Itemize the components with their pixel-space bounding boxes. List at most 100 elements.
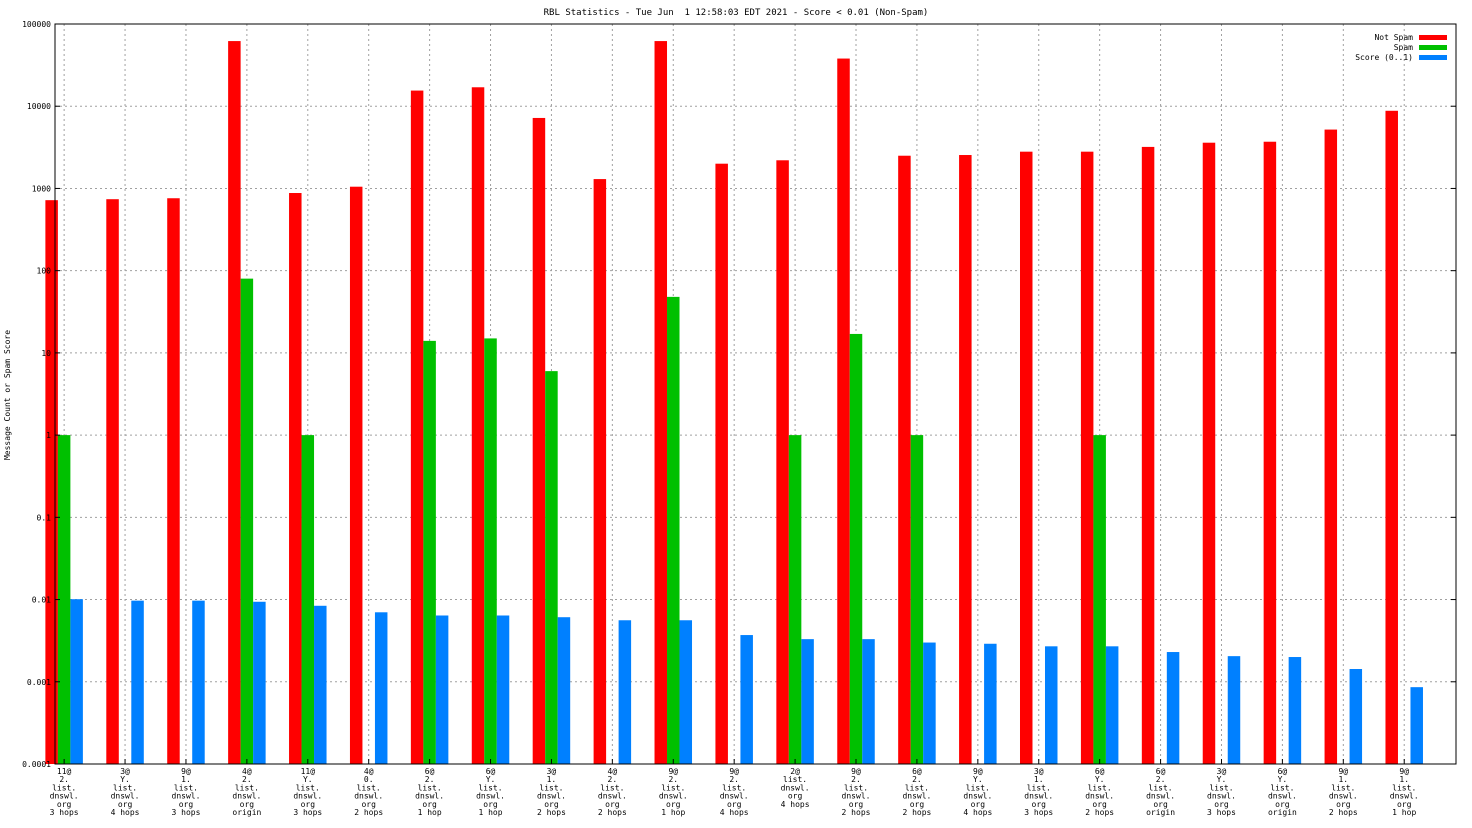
x-category-label: 9@ 2. list. dnswl. org 1 hop — [659, 767, 688, 817]
x-category-label-line: org — [1153, 800, 1168, 809]
x-category-label: 3@ 1. list. dnswl. org 2 hops — [537, 767, 566, 817]
x-category-label-line: dnswl. — [902, 792, 931, 801]
y-tick-label: 0.01 — [32, 596, 51, 605]
x-category-label: 9@ 2. list. dnswl. org 2 hops — [842, 767, 871, 817]
x-category-label-line: 1 hop — [418, 808, 442, 817]
x-category-label-line: 3@ — [1034, 767, 1044, 776]
bar-score-0-1 — [70, 599, 83, 764]
x-category-label-line: 3 hops — [1024, 808, 1053, 817]
x-category-label: 9@ 1. list. dnswl. org 3 hops — [172, 767, 201, 817]
x-category-label-line: 11@ — [301, 767, 316, 776]
x-category-label-line: org — [1032, 800, 1047, 809]
bar-score-0-1 — [496, 615, 510, 764]
bar-not-spam — [1263, 141, 1277, 764]
x-category-label-line: 2 hops — [598, 808, 627, 817]
x-category-label-line: Y. — [486, 775, 496, 784]
bar-not-spam — [1385, 110, 1398, 764]
bar-spam — [788, 435, 802, 764]
x-category-label-line: 3@ — [120, 767, 130, 776]
bar-score-0-1 — [557, 617, 571, 764]
bars — [45, 41, 1423, 765]
x-category-label-line: 2 hops — [902, 808, 931, 817]
bar-spam — [545, 371, 558, 764]
x-category-label: 9@ 2. list. dnswl. org 4 hops — [720, 767, 749, 817]
x-category-label-line: list. — [1209, 783, 1233, 792]
x-category-label-line: list. — [1027, 783, 1051, 792]
x-category-label-line: origin — [1268, 808, 1297, 817]
x-category-label: 3@ Y. list. dnswl. org 4 hops — [111, 767, 140, 817]
legend-swatch — [1419, 45, 1447, 50]
y-tick-label: 0.001 — [27, 678, 51, 687]
x-category-label-line: Y. — [1217, 775, 1227, 784]
x-category-label-line: Y. — [303, 775, 313, 784]
x-category-label-line: list. — [539, 783, 563, 792]
x-category-label-line: 0. — [364, 775, 374, 784]
x-category-label: 4@ 2. list. dnswl. org 2 hops — [598, 767, 627, 817]
bar-not-spam — [1141, 146, 1155, 764]
x-category-label-line: 9@ — [668, 767, 678, 776]
x-category-label-line: dnswl. — [354, 792, 383, 801]
x-category-label-line: 2. — [59, 775, 69, 784]
bar-score-0-1 — [374, 612, 388, 764]
bar-score-0-1 — [1288, 657, 1302, 764]
bar-not-spam — [1019, 151, 1033, 765]
x-category-label-line: 4 hops — [720, 808, 749, 817]
y-tick-label: 10000 — [27, 102, 51, 111]
x-category-label-line: 1. — [1338, 775, 1348, 784]
x-category-label-line: 1. — [547, 775, 557, 784]
x-category-label: 9@ 1. list. dnswl. org 2 hops — [1329, 767, 1358, 817]
x-category-label-line: 1. — [181, 775, 191, 784]
x-category-label-line: list. — [1392, 783, 1416, 792]
y-tick-label: 100 — [37, 267, 52, 276]
x-category-label-line: 11@ — [57, 767, 72, 776]
bar-score-0-1 — [253, 601, 266, 764]
x-category-label-line: 9@ — [1399, 767, 1409, 776]
bar-not-spam — [471, 87, 485, 765]
bar-score-0-1 — [435, 615, 449, 764]
x-category-label-line: 9@ — [851, 767, 861, 776]
bar-not-spam — [1202, 142, 1216, 765]
x-category-label-line: 3 hops — [172, 808, 201, 817]
x-category-label-line: origin — [1146, 808, 1175, 817]
bar-score-0-1 — [131, 600, 144, 764]
x-category-label-line: 9@ — [1338, 767, 1348, 776]
x-category-label: 9@ Y. list. dnswl. org 4 hops — [963, 767, 992, 817]
bar-score-0-1 — [984, 643, 997, 764]
bar-not-spam — [167, 198, 180, 765]
x-category-label-line: list. — [722, 783, 746, 792]
x-category-label-line: 6@ — [425, 767, 435, 776]
y-tick-label: 10 — [41, 349, 51, 358]
bar-not-spam — [715, 163, 728, 764]
x-category-label-line: dnswl. — [963, 792, 992, 801]
x-category-label-line: 2 hops — [537, 808, 566, 817]
x-category-label-line: 9@ — [729, 767, 739, 776]
x-category-label-line: 2. — [608, 775, 618, 784]
bar-score-0-1 — [1044, 646, 1058, 764]
bar-score-0-1 — [618, 620, 632, 764]
x-category-label-line: org — [1214, 800, 1229, 809]
x-category-label-line: org — [422, 800, 437, 809]
bar-not-spam — [776, 160, 789, 765]
y-tick-label: 1 — [46, 431, 51, 440]
x-category-label: 6@ 2. list. dnswl. org 1 hop — [415, 767, 444, 817]
x-category-label: 2@ list. dnswl. org 4 hops — [781, 767, 810, 809]
x-category-label-line: dnswl. — [598, 792, 627, 801]
bar-spam — [849, 333, 863, 764]
bar-spam — [1093, 435, 1106, 764]
x-category-label-line: Y. — [973, 775, 983, 784]
x-category-label: 9@ 1. list. dnswl. org 1 hop — [1390, 767, 1419, 817]
x-category-label-line: list. — [783, 775, 807, 784]
bar-not-spam — [654, 41, 668, 765]
x-category-label-line: org — [483, 800, 498, 809]
x-category-label-line: dnswl. — [50, 792, 79, 801]
bar-score-0-1 — [1410, 687, 1423, 764]
bar-not-spam — [106, 199, 119, 764]
x-category-label-line: 1. — [1034, 775, 1044, 784]
x-category-label-line: list. — [357, 783, 381, 792]
x-category-label-line: dnswl. — [1329, 792, 1358, 801]
x-category-label-line: dnswl. — [172, 792, 201, 801]
x-category-label-line: 6@ — [1278, 767, 1288, 776]
x-category-label-line: org — [666, 800, 681, 809]
bar-not-spam — [349, 186, 363, 764]
